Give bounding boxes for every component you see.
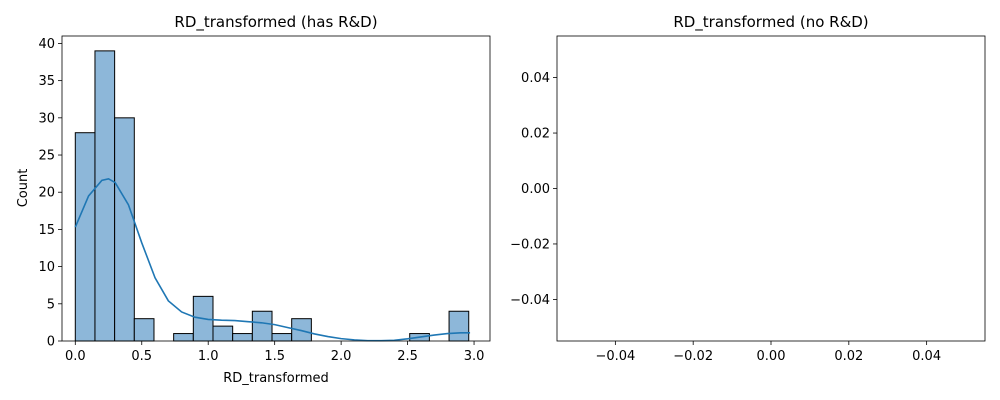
x-tick-label: 2.0 bbox=[331, 349, 352, 364]
left-y-axis-label: Count bbox=[16, 169, 31, 208]
left-y-axis: 0 5 10 15 20 25 30 35 40 bbox=[38, 37, 62, 350]
x-tick-label: 0.5 bbox=[131, 349, 152, 364]
histogram-bar bbox=[94, 50, 116, 342]
histogram-bar bbox=[271, 333, 293, 342]
right-x-axis: −0.04 −0.02 0.00 0.02 0.04 bbox=[595, 341, 941, 364]
y-tick-label: 0.00 bbox=[521, 182, 550, 197]
histogram-bar bbox=[232, 333, 253, 342]
y-tick-label: 0.04 bbox=[521, 71, 550, 86]
histogram-bar bbox=[114, 117, 135, 342]
right-y-axis: −0.04 −0.02 0.00 0.02 0.04 bbox=[510, 71, 557, 308]
y-tick-label: 25 bbox=[38, 149, 55, 164]
y-tick-label: −0.04 bbox=[510, 293, 550, 308]
left-panel: RD_transformed (has R&D) 0.0 0.5 1.0 1.5 2.0… bbox=[16, 13, 491, 386]
left-x-axis: 0.0 0.5 1.0 1.5 2.0 2.5 3.0 bbox=[65, 341, 484, 364]
right-plot-frame bbox=[556, 35, 986, 342]
y-tick-label: 35 bbox=[38, 74, 55, 89]
histogram-bar bbox=[251, 310, 273, 342]
x-tick-label: −0.02 bbox=[673, 349, 713, 364]
x-tick-label: 0.00 bbox=[757, 349, 786, 364]
y-tick-label: −0.02 bbox=[510, 237, 550, 252]
left-plot-frame bbox=[61, 35, 491, 342]
x-tick-label: 1.5 bbox=[264, 349, 285, 364]
x-tick-label: 0.02 bbox=[834, 349, 863, 364]
histogram-bar bbox=[133, 318, 155, 342]
right-chart-title: RD_transformed (no R&D) bbox=[673, 13, 868, 32]
right-panel: RD_transformed (no R&D) −0.04 −0.02 0.00 0.… bbox=[510, 13, 986, 364]
y-tick-label: 15 bbox=[38, 223, 55, 238]
histogram-bar bbox=[74, 132, 96, 342]
x-tick-label: 0.0 bbox=[65, 349, 86, 364]
x-tick-label: 2.5 bbox=[397, 349, 418, 364]
left-x-axis-label: RD_transformed bbox=[223, 371, 329, 386]
x-tick-label: 1.0 bbox=[198, 349, 219, 364]
y-tick-label: 20 bbox=[38, 186, 55, 201]
y-tick-label: 0.02 bbox=[521, 127, 550, 142]
left-bars bbox=[74, 50, 470, 342]
left-kde-line bbox=[74, 177, 471, 342]
y-tick-label: 10 bbox=[38, 260, 55, 275]
x-tick-label: 0.04 bbox=[912, 349, 941, 364]
histogram-bar bbox=[212, 325, 234, 342]
left-chart-title: RD_transformed (has R&D) bbox=[174, 13, 377, 32]
y-tick-label: 40 bbox=[38, 37, 55, 52]
y-tick-label: 5 bbox=[47, 297, 55, 312]
y-tick-label: 30 bbox=[38, 111, 55, 126]
histogram-bar bbox=[448, 310, 470, 342]
histogram-bar bbox=[173, 333, 194, 342]
x-tick-label: 3.0 bbox=[464, 349, 485, 364]
y-tick-label: 0 bbox=[47, 335, 55, 350]
x-tick-label: −0.04 bbox=[595, 349, 635, 364]
